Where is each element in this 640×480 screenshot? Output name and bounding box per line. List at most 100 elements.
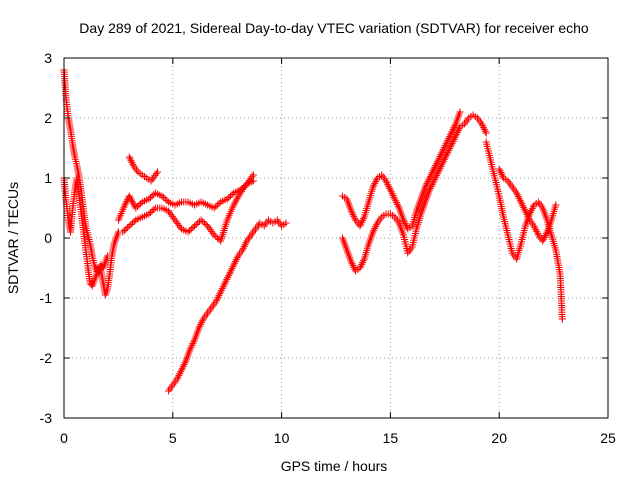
data-point	[210, 231, 218, 239]
y-tick-label: 0	[44, 230, 52, 246]
data-point	[522, 209, 530, 217]
data-point	[358, 260, 366, 268]
data-point	[348, 209, 356, 217]
data-point	[431, 175, 439, 183]
data-point	[245, 176, 253, 184]
data-point	[441, 154, 449, 162]
data-point	[450, 124, 458, 132]
data-point	[130, 218, 138, 225]
data-point	[243, 180, 251, 188]
data-point	[446, 145, 454, 153]
data-point	[440, 143, 448, 151]
data-point	[448, 139, 456, 147]
axis-ticks	[63, 57, 609, 419]
data-point	[437, 163, 445, 171]
data-point	[495, 165, 503, 173]
data-point	[432, 173, 440, 181]
data-point	[540, 233, 548, 241]
data-point	[188, 341, 196, 349]
data-point	[428, 181, 436, 189]
data-point	[453, 130, 461, 138]
data-point	[513, 189, 521, 197]
data-point	[218, 286, 226, 294]
data-point	[516, 196, 524, 204]
data-point	[181, 359, 189, 367]
x-axis-label: GPS time / hours	[281, 458, 388, 474]
data-point	[244, 178, 252, 186]
data-point	[439, 147, 447, 155]
data-point	[171, 216, 179, 224]
data-point	[189, 224, 197, 231]
x-tick-label: 5	[169, 430, 177, 446]
data-point	[456, 108, 464, 116]
data-point	[198, 319, 206, 327]
data-point	[351, 214, 359, 222]
data-point	[400, 218, 408, 226]
data-point	[174, 220, 182, 228]
data-point	[439, 159, 447, 167]
data-point	[389, 191, 397, 199]
data-point	[454, 127, 462, 135]
data-point	[436, 164, 444, 172]
data-point	[219, 283, 227, 291]
data-point	[146, 194, 154, 201]
data-point	[423, 179, 431, 187]
data-point	[125, 222, 133, 230]
data-point	[401, 220, 409, 228]
data-point	[359, 217, 367, 225]
y-tick-label: 3	[44, 50, 52, 66]
data-point	[239, 185, 247, 193]
data-point	[225, 270, 233, 278]
data-point	[238, 187, 246, 195]
data-point	[213, 201, 221, 209]
data-point	[190, 338, 198, 346]
data-point	[349, 262, 357, 270]
data-point	[515, 194, 523, 202]
data-point	[393, 200, 401, 208]
data-point	[208, 227, 216, 235]
data-point	[386, 186, 394, 194]
data-point	[347, 207, 355, 215]
data-point	[222, 277, 230, 285]
data-point	[431, 163, 439, 171]
data-point	[148, 207, 156, 215]
data-point	[350, 263, 358, 271]
data-point	[180, 361, 188, 369]
y-tick-label: 2	[44, 110, 52, 126]
data-point	[446, 143, 454, 151]
series-trace-evening-low	[339, 111, 490, 275]
data-point	[385, 182, 393, 190]
data-point	[496, 167, 504, 175]
data-point	[443, 138, 451, 146]
x-tick-label: 15	[383, 430, 399, 446]
data-point	[350, 212, 358, 220]
data-point	[433, 160, 441, 168]
data-point	[213, 295, 221, 303]
data-point	[533, 227, 541, 235]
data-point	[482, 129, 490, 137]
data-point	[205, 224, 213, 232]
data-point	[370, 181, 378, 189]
data-point	[498, 170, 506, 178]
data-point	[442, 140, 450, 148]
data-point	[390, 193, 398, 201]
data-point	[448, 127, 456, 135]
data-point	[178, 366, 186, 374]
data-point	[224, 274, 232, 282]
data-point	[452, 132, 460, 140]
data-point	[529, 203, 537, 211]
data-point	[357, 220, 365, 228]
data-point	[96, 266, 104, 273]
data-point	[478, 120, 486, 128]
data-point	[434, 156, 442, 164]
data-point	[213, 234, 221, 242]
data-point	[128, 158, 136, 166]
data-point	[238, 246, 246, 254]
data-point	[230, 261, 238, 269]
data-point	[541, 232, 549, 240]
data-point	[210, 204, 218, 212]
data-point	[434, 168, 442, 176]
data-point	[199, 218, 207, 225]
data-point	[446, 131, 454, 139]
